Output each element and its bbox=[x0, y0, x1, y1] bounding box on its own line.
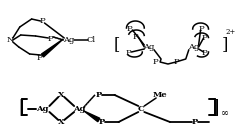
Polygon shape bbox=[84, 111, 100, 122]
Text: X: X bbox=[58, 91, 64, 99]
Text: ∞: ∞ bbox=[221, 109, 229, 118]
Text: P: P bbox=[202, 49, 207, 57]
Text: P: P bbox=[37, 54, 42, 62]
Text: P: P bbox=[202, 34, 207, 42]
Text: [: [ bbox=[114, 37, 120, 53]
Text: Ag: Ag bbox=[63, 36, 75, 44]
Text: N: N bbox=[6, 36, 13, 44]
Text: P: P bbox=[192, 118, 198, 126]
Text: P: P bbox=[48, 35, 53, 43]
Text: C: C bbox=[138, 105, 145, 113]
Text: P: P bbox=[96, 91, 102, 99]
Text: Ag: Ag bbox=[73, 105, 85, 113]
Text: P: P bbox=[199, 25, 204, 33]
Text: ]: ] bbox=[222, 37, 228, 53]
Text: Me: Me bbox=[153, 91, 167, 99]
Text: 2+: 2+ bbox=[225, 28, 235, 36]
Text: Ag: Ag bbox=[143, 43, 155, 51]
Text: Cl: Cl bbox=[86, 36, 96, 44]
Text: X: X bbox=[58, 118, 64, 126]
Text: [: [ bbox=[18, 98, 25, 116]
Text: P: P bbox=[173, 58, 179, 66]
Text: P: P bbox=[127, 25, 132, 33]
Text: P: P bbox=[133, 33, 138, 41]
Text: Ag: Ag bbox=[188, 43, 199, 51]
Text: P: P bbox=[99, 118, 105, 126]
Text: Ag: Ag bbox=[36, 105, 49, 113]
Text: P: P bbox=[40, 17, 45, 25]
Polygon shape bbox=[42, 39, 63, 57]
Text: P: P bbox=[152, 58, 158, 66]
Text: ]: ] bbox=[212, 98, 219, 116]
Text: P: P bbox=[126, 49, 131, 57]
